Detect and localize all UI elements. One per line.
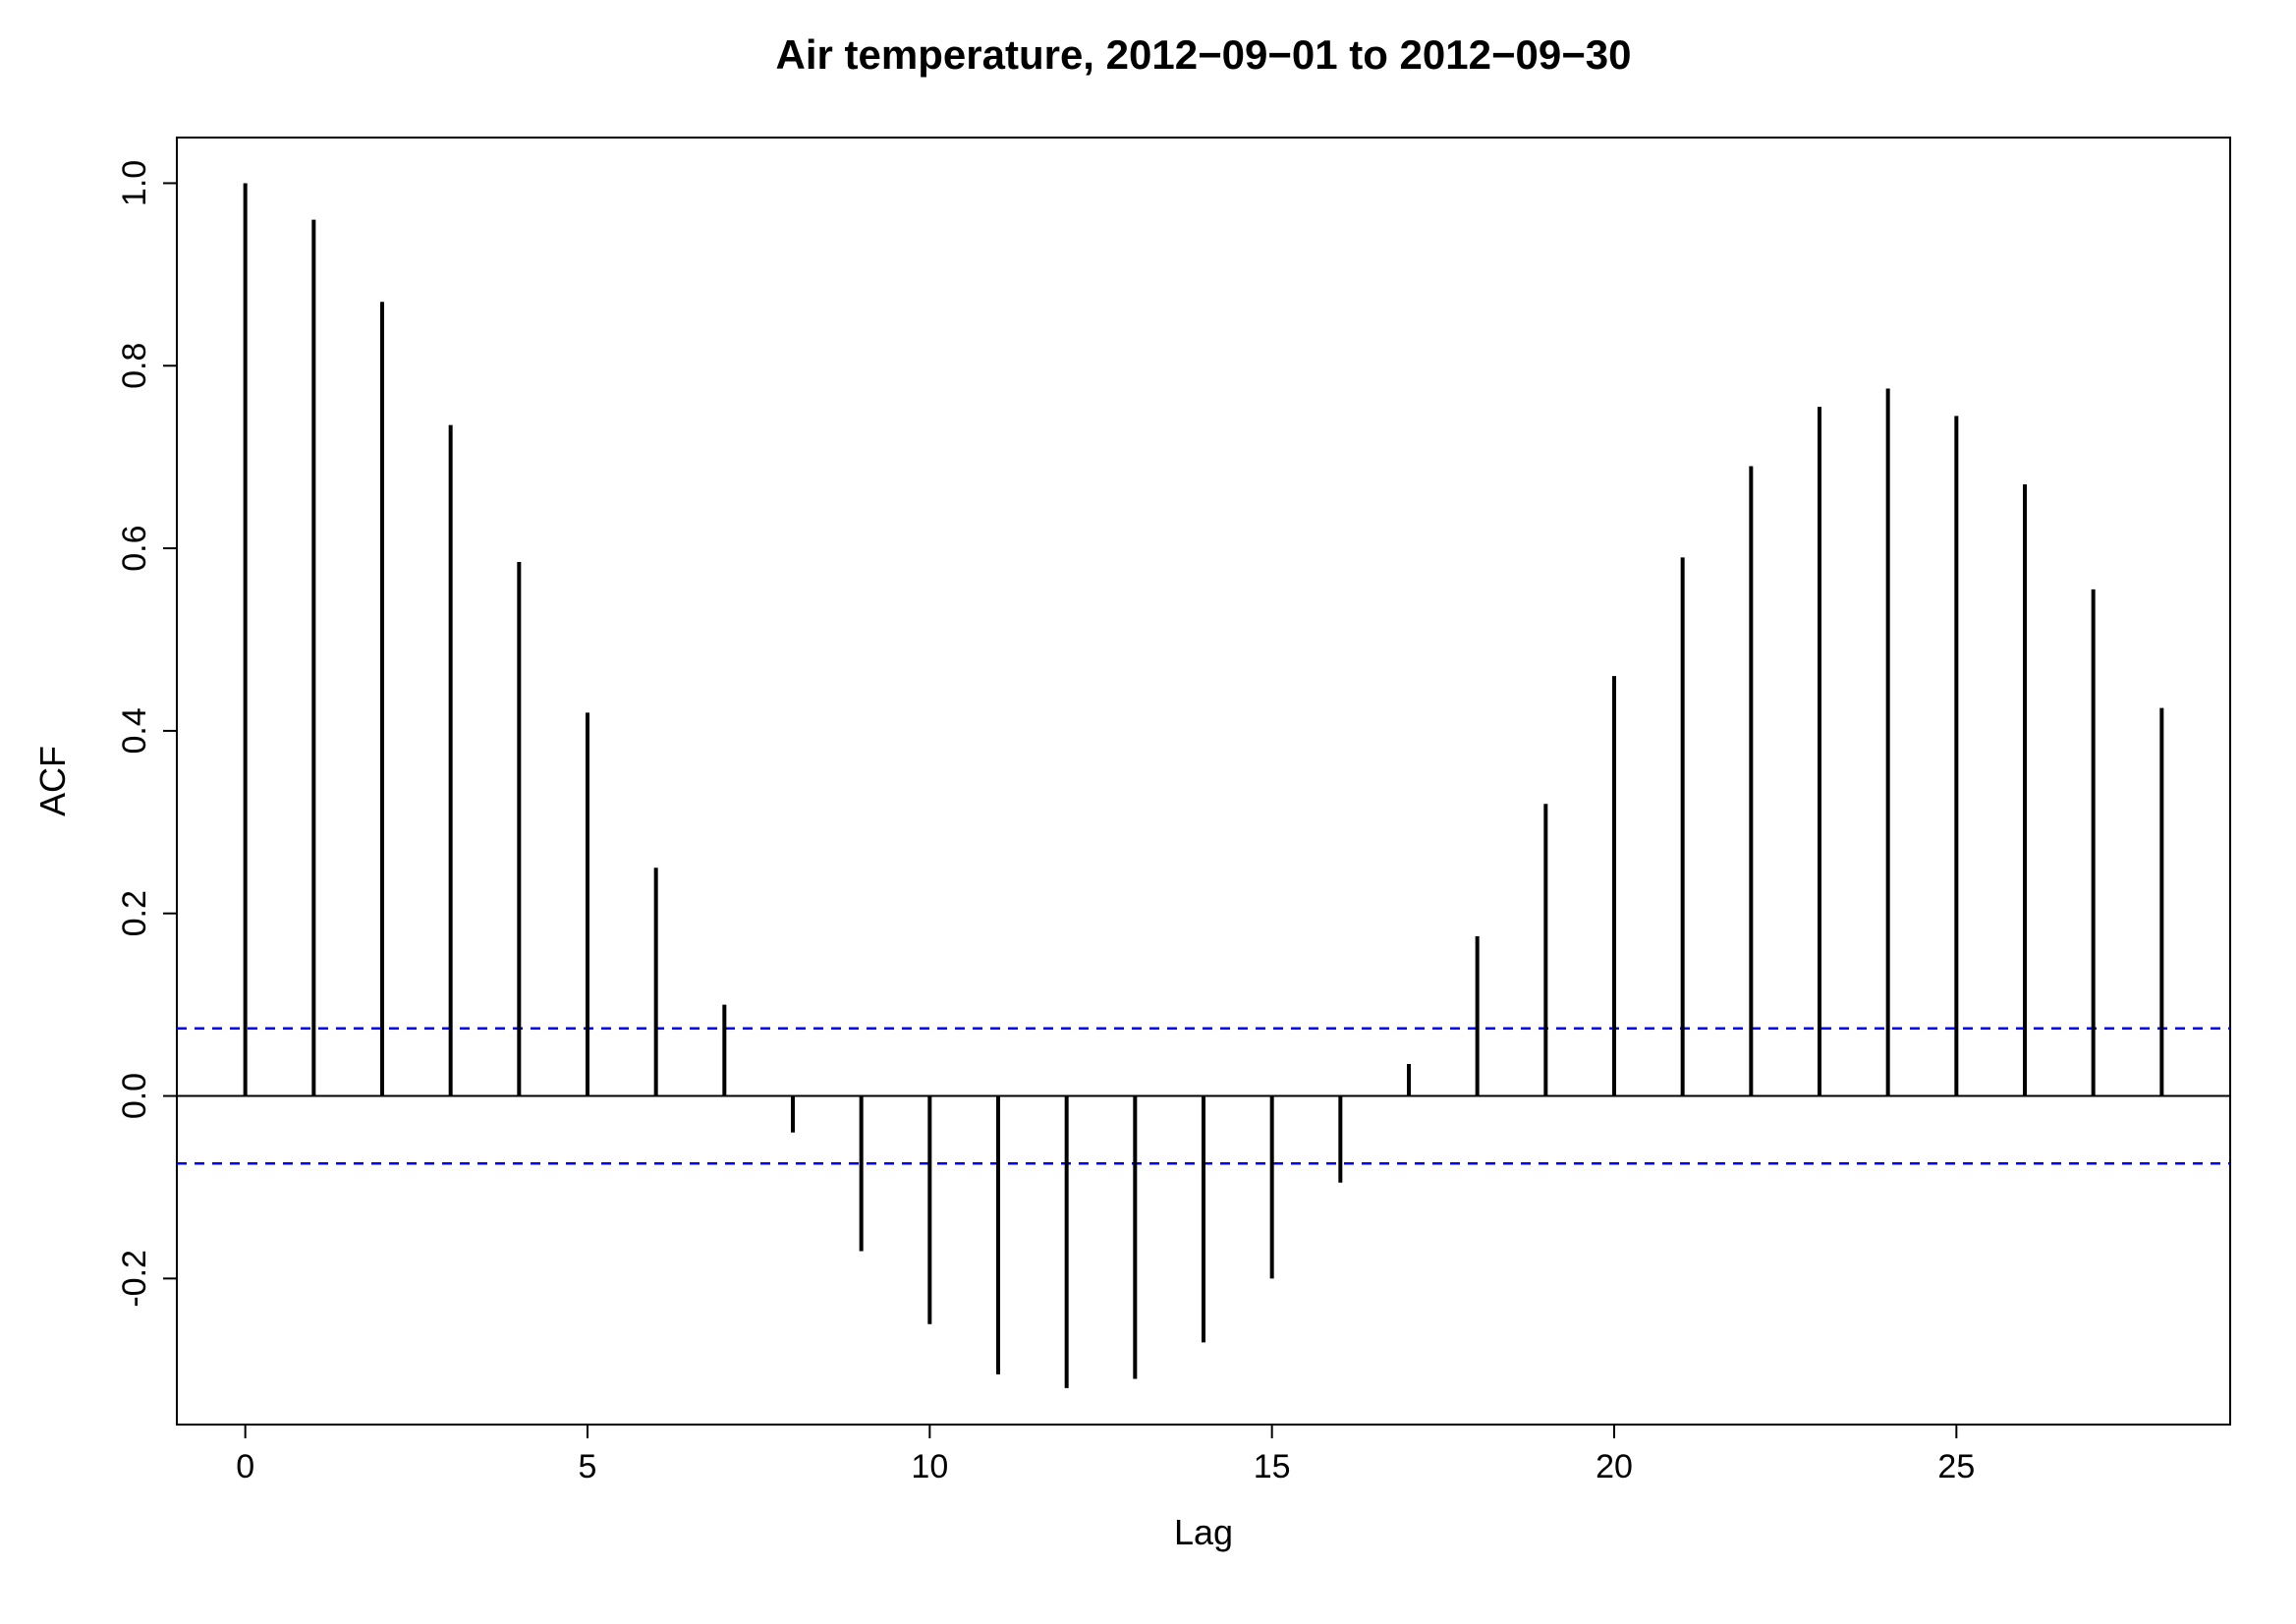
- y-tick-label: 0.0: [116, 1073, 153, 1119]
- y-tick-label: 0.4: [116, 707, 153, 754]
- chart-background: [0, 0, 2296, 1624]
- x-tick-label: 20: [1596, 1448, 1633, 1485]
- x-tick-label: 0: [236, 1448, 254, 1485]
- y-tick-label: -0.2: [116, 1250, 153, 1308]
- y-tick-label: 0.8: [116, 343, 153, 389]
- acf-chart: Air temperature, 2012−09−01 to 2012−09−3…: [0, 0, 2296, 1624]
- y-tick-label: 1.0: [116, 160, 153, 206]
- x-tick-label: 25: [1937, 1448, 1975, 1485]
- chart-title: Air temperature, 2012−09−01 to 2012−09−3…: [776, 31, 1632, 78]
- x-tick-label: 5: [579, 1448, 597, 1485]
- y-axis-label: ACF: [32, 746, 73, 816]
- y-tick-label: 0.2: [116, 890, 153, 936]
- y-tick-label: 0.6: [116, 525, 153, 571]
- x-axis-label: Lag: [1174, 1512, 1233, 1552]
- x-tick-label: 15: [1254, 1448, 1291, 1485]
- x-tick-label: 10: [911, 1448, 948, 1485]
